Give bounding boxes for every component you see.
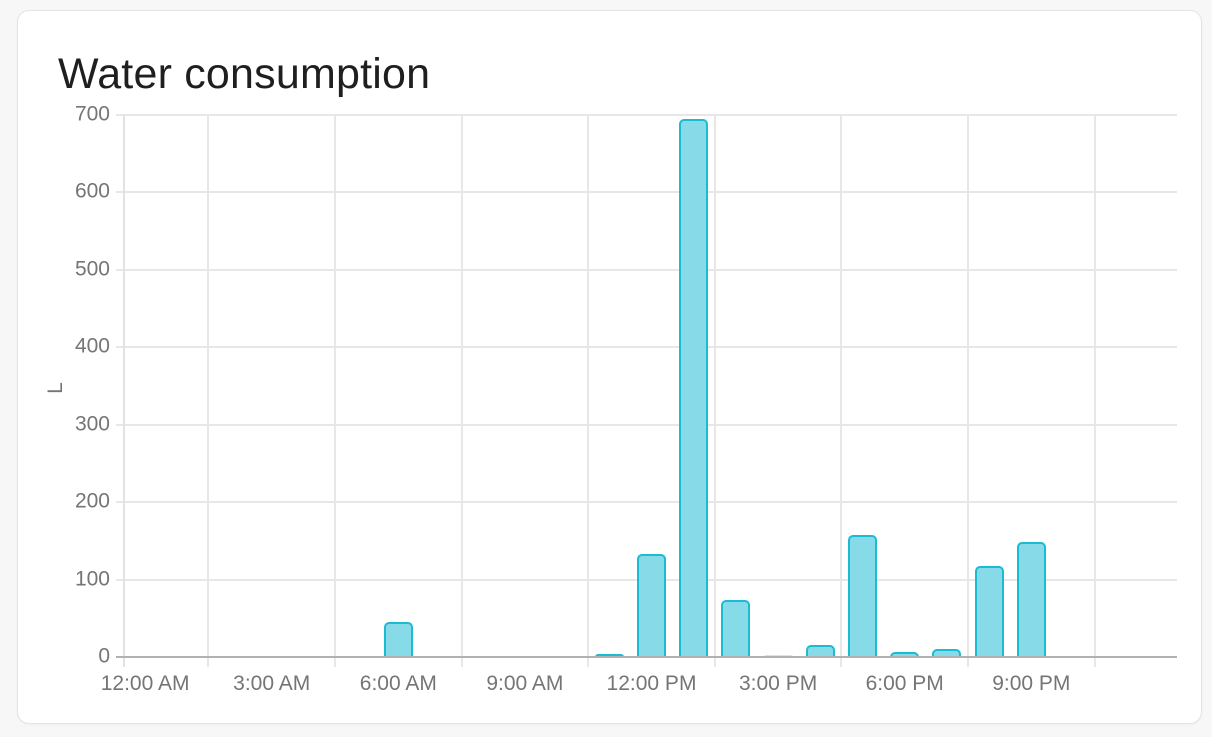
y-tick-label-600: 600 [74, 179, 110, 203]
y-tick-label-700: 700 [74, 102, 110, 126]
x-gridline-hour-5 [334, 115, 336, 667]
x-tick-label-3-00-am: 3:00 AM [233, 672, 311, 695]
bar-hour-14[interactable] [721, 600, 751, 657]
y-gridline-600 [116, 191, 1177, 194]
x-gridline-hour-11 [587, 115, 590, 667]
x-tick-label-3-00-pm: 3:00 PM [738, 672, 818, 695]
bar-hour-19[interactable] [932, 649, 962, 657]
y-gridline-700 [116, 114, 1177, 116]
bar-hour-18[interactable] [890, 652, 920, 657]
x-tick-label-6-00-pm: 6:00 PM [865, 672, 944, 695]
x-gridline-hour-20 [967, 115, 969, 667]
x-axis-line [116, 656, 1177, 658]
card-title: Water consumption [58, 50, 431, 98]
x-gridline-hour-14 [713, 115, 716, 667]
y-tick-label-400: 400 [74, 334, 110, 358]
bar-hour-16[interactable] [805, 645, 835, 657]
y-gridline-400 [116, 346, 1177, 349]
x-tick-label-6-00-am: 6:00 AM [359, 672, 437, 695]
water-consumption-card: Water consumption [17, 10, 1202, 724]
y-tick-label-500: 500 [74, 257, 110, 281]
y-axis-line [123, 115, 125, 667]
bar-hour-21[interactable] [1016, 542, 1046, 657]
bar-hour-13[interactable] [679, 119, 709, 657]
x-tick-label-12-00-am: 12:00 AM [100, 672, 190, 695]
y-tick-label-0: 0 [98, 644, 110, 668]
x-tick-label-9-00-pm: 9:00 PM [992, 672, 1071, 695]
y-axis-unit-label: L [44, 382, 67, 394]
y-gridline-500 [116, 268, 1177, 271]
x-gridline-hour-17 [840, 115, 843, 667]
x-tick-label-12-00-pm: 12:00 PM [606, 672, 697, 695]
y-gridline-200 [116, 501, 1177, 504]
x-gridline-hour-2 [207, 115, 210, 667]
x-gridline-hour-8 [460, 115, 463, 667]
bar-hour-20[interactable] [974, 566, 1004, 657]
y-tick-label-100: 100 [74, 567, 110, 591]
y-gridline-300 [116, 423, 1177, 426]
bar-hour-11[interactable] [594, 654, 624, 657]
bar-hour-12[interactable] [637, 554, 666, 657]
y-tick-label-200: 200 [74, 489, 110, 513]
x-gridline-hour-23 [1093, 115, 1096, 667]
bar-hour-6[interactable] [383, 622, 413, 657]
bar-hour-17[interactable] [848, 535, 877, 657]
x-tick-label-9-00-am: 9:00 AM [486, 672, 564, 695]
y-tick-label-300: 300 [74, 412, 110, 436]
